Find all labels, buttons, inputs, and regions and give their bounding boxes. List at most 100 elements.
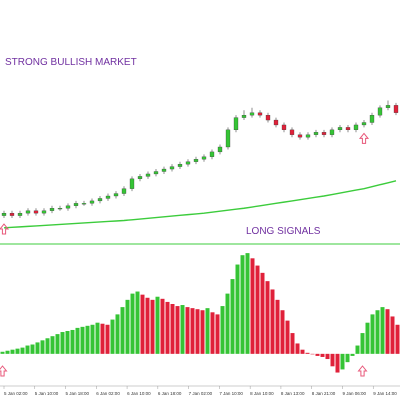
candle-body: [185, 161, 191, 165]
x-tick-label: 6 Jan 18:00: [158, 391, 182, 396]
histogram-bar: [60, 332, 65, 354]
x-tick-label: 8 Jan 10:00: [250, 391, 274, 396]
histogram-bar: [75, 327, 80, 354]
histogram-bar: [120, 307, 125, 354]
histogram-bar: [40, 340, 45, 354]
histogram-bar: [225, 293, 230, 354]
candle-body: [129, 178, 135, 189]
histogram-bar: [385, 309, 390, 354]
histogram-bar: [5, 350, 10, 354]
histogram-bar: [305, 352, 310, 354]
histogram-bar: [170, 304, 175, 354]
candle-body: [145, 173, 151, 177]
candle-body: [201, 156, 207, 160]
candle-body: [209, 151, 215, 157]
histogram-bar: [90, 324, 95, 354]
histogram-bar: [290, 333, 295, 354]
x-tick-label: 7 Jan 10:00: [219, 391, 243, 396]
histogram-bar: [250, 258, 255, 354]
histogram-bar: [360, 333, 365, 354]
histogram-bar: [150, 299, 155, 354]
signal-arrow: [358, 132, 370, 144]
histogram-bar: [85, 325, 90, 354]
histogram-bar: [370, 314, 375, 354]
x-tick-label: 5 Jan 18:00: [66, 391, 90, 396]
candle-body: [97, 198, 103, 202]
candle-body: [49, 208, 55, 211]
histogram-bar: [210, 312, 215, 354]
histogram-bar: [50, 336, 55, 354]
candle-body: [377, 107, 383, 116]
histogram-bar: [200, 310, 205, 354]
x-tick-label: 6 Jan 10:00: [127, 391, 151, 396]
candle-body: [17, 212, 23, 216]
histogram-bar: [380, 307, 385, 354]
signal-arrow: [0, 223, 10, 235]
candle-body: [329, 129, 335, 135]
histogram-bar: [175, 306, 180, 354]
histogram-bar: [285, 320, 290, 354]
candle-body: [233, 117, 239, 130]
candle-body: [81, 203, 87, 205]
x-tick-label: 7 Jan 02:00: [189, 391, 213, 396]
candle-body: [321, 132, 327, 135]
histogram-bar: [310, 353, 315, 355]
histogram-bar: [390, 316, 395, 354]
histogram-bar: [320, 353, 325, 357]
x-tick-label: 8 Jan 21:00: [312, 391, 336, 396]
histogram-bar: [255, 265, 260, 354]
annotation: STRONG BULLISH MARKET: [5, 57, 137, 68]
candle-body: [305, 134, 311, 138]
histogram-bar: [190, 308, 195, 354]
candle-body: [153, 171, 159, 175]
histogram-bar: [300, 349, 305, 354]
x-tick-label: 8 Jan 13:00: [281, 391, 305, 396]
histogram-bar: [0, 351, 5, 354]
histogram-bar: [365, 322, 370, 354]
histogram-bar: [45, 338, 50, 354]
candle-body: [105, 195, 111, 199]
x-tick-label: 9 Jan 14:00: [373, 391, 397, 396]
histogram-bar: [100, 323, 105, 354]
x-tick-label: 9 Jan 06:00: [342, 391, 366, 396]
histogram-bar: [275, 299, 280, 354]
x-tick-label: 5 Jan 10:00: [35, 391, 59, 396]
candle-body: [345, 127, 351, 131]
candle-body: [57, 208, 63, 210]
histogram-bar: [260, 272, 265, 354]
histogram-bar: [165, 301, 170, 354]
histogram-bar: [355, 345, 360, 354]
histogram-bar: [240, 255, 245, 354]
x-tick-label: 5 Jan 02:00: [4, 391, 28, 396]
histogram-bar: [335, 353, 340, 373]
candle-body: [361, 122, 367, 126]
histogram-bar: [180, 305, 185, 354]
candle-body: [193, 159, 199, 162]
histogram-bar: [135, 291, 140, 354]
histogram-bar: [70, 329, 75, 354]
x-tick-label: 6 Jan 02:00: [96, 391, 120, 396]
histogram-bar: [205, 308, 210, 354]
histogram-bar: [265, 281, 270, 354]
histogram-bar: [270, 289, 275, 354]
candle-body: [65, 205, 71, 209]
histogram-bar: [375, 310, 380, 354]
candle-body: [89, 200, 95, 204]
histogram-bar: [125, 299, 130, 354]
histogram-bar: [65, 331, 70, 354]
histogram-bar: [140, 294, 145, 354]
histogram-bar: [80, 326, 85, 354]
histogram-bar: [35, 342, 40, 354]
histogram-bar: [280, 310, 285, 354]
signal-arrow: [357, 365, 368, 377]
candle-body: [1, 212, 7, 216]
histogram-bar: [315, 353, 320, 356]
candle-body: [25, 210, 31, 214]
candle-body: [281, 124, 287, 130]
candle-body: [161, 168, 167, 172]
histogram-bar: [350, 353, 355, 356]
candle-body: [369, 115, 375, 123]
candle-body: [385, 105, 391, 108]
histogram-bar: [20, 347, 25, 354]
